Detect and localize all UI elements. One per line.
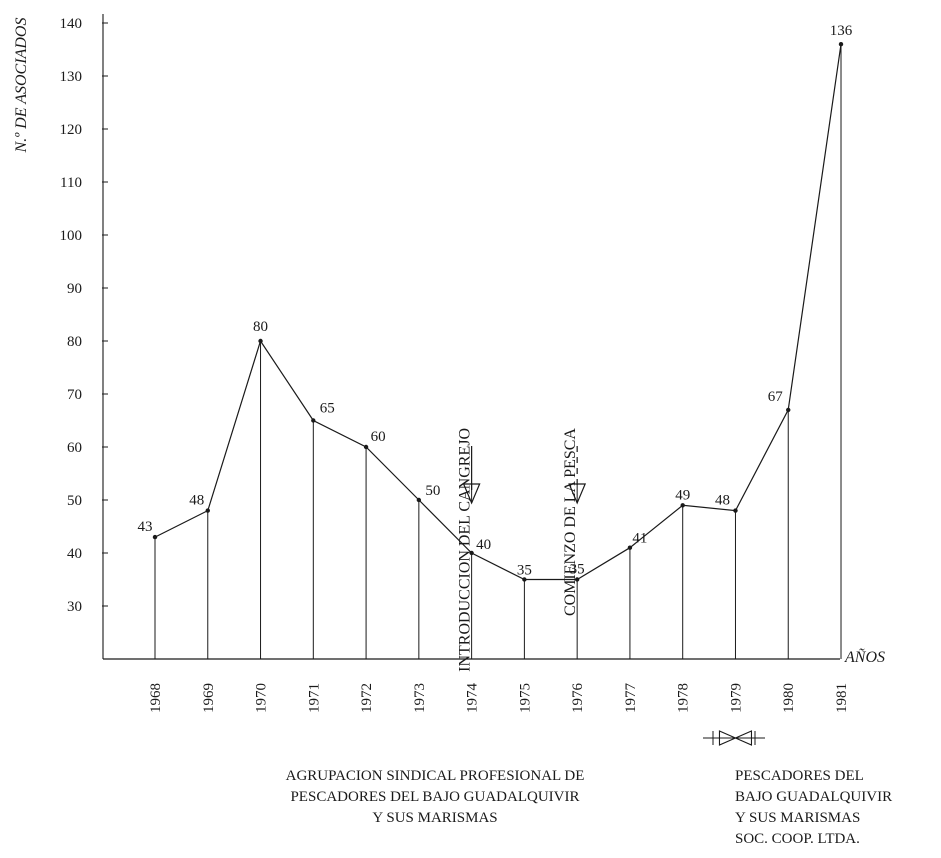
data-label: 48 [189, 493, 204, 509]
caption-left: AGRUPACION SINDICAL PROFESIONAL DE PESCA… [235, 766, 635, 829]
caption-right: PESCADORES DEL BAJO GUADALQUIVIR Y SUS M… [735, 766, 892, 850]
caption-left-line-3: Y SUS MARISMAS [372, 810, 498, 826]
data-point [574, 577, 580, 582]
data-point [152, 534, 158, 540]
x-tick-label: 1979 [728, 683, 744, 713]
data-point [627, 545, 633, 550]
data-point [311, 418, 316, 423]
y-tick-label: 130 [60, 69, 83, 85]
data-point [786, 407, 791, 413]
y-axis-title: N.º DE ASOCIADOS [13, 18, 30, 154]
x-ticks: 1968 1969 1970 1971 1972 1973 1974 1975 1976 1977… [148, 683, 850, 714]
series-line [154, 44, 842, 581]
x-tick-label: 1975 [517, 683, 533, 713]
y-tick-label: 80 [67, 334, 82, 350]
data-point [522, 577, 527, 582]
data-point [838, 42, 844, 47]
x-tick-label: 1976 [570, 683, 586, 714]
x-tick-label: 1981 [834, 683, 850, 713]
data-label: 67 [768, 389, 784, 405]
data-point [205, 508, 210, 513]
caption-left-line-1: AGRUPACION SINDICAL PROFESIONAL DE [285, 768, 585, 784]
data-label: 65 [320, 401, 335, 417]
caption-right-line-3: Y SUS MARISMAS [735, 810, 861, 826]
data-label: 80 [253, 319, 268, 335]
caption-right-line-2: BAJO GUADALQUIVIR [735, 789, 893, 805]
x-tick-label: 1968 [148, 683, 164, 713]
data-label: 48 [715, 493, 730, 509]
annotation-text: COMIENZO DE LA PESCA [562, 428, 579, 616]
x-tick-label: 1970 [254, 683, 270, 713]
data-point [258, 338, 263, 344]
transition-marker-icon [703, 730, 765, 746]
marker-left-triangle [718, 730, 737, 746]
caption-right-line-1: PESCADORES DEL [735, 768, 864, 784]
x-tick-label: 1971 [306, 683, 322, 713]
y-tick-label: 60 [67, 440, 82, 456]
annotations: INTRODUCCION DEL CANGREJO COMIENZO DE LA … [457, 428, 587, 672]
x-axis-title: AÑOS [844, 647, 885, 666]
data-label: 43 [138, 519, 153, 535]
data-point [469, 550, 474, 556]
vertical-drop-lines [154, 44, 842, 659]
caption-left-line-2: PESCADORES DEL BAJO GUADALQUIVIR [290, 789, 580, 805]
data-label: 49 [675, 487, 690, 503]
y-tick-label: 50 [67, 493, 82, 509]
data-label: 40 [476, 537, 491, 553]
x-tick-label: 1972 [359, 683, 375, 713]
y-tick-label: 110 [60, 175, 82, 191]
data-label: 35 [517, 563, 532, 579]
y-tick-label: 140 [60, 16, 83, 32]
y-tick-label: 30 [67, 599, 82, 615]
y-tick-label: 120 [60, 122, 83, 138]
data-point [416, 497, 422, 503]
data-points [152, 42, 844, 582]
y-tick-label: 100 [60, 228, 83, 244]
x-tick-label: 1969 [201, 683, 217, 713]
data-labels: 43 48 80 65 60 50 40 35 35 41 49 48 67 136 [138, 23, 853, 578]
marker-right-triangle [734, 730, 753, 746]
annotation-text: INTRODUCCION DEL CANGREJO [457, 428, 474, 672]
y-tick-label: 40 [67, 546, 82, 562]
y-ticks: 30 40 50 60 70 80 90 100 110 120 130 140 [60, 16, 108, 615]
data-label: 35 [570, 562, 585, 578]
x-tick-label: 1978 [676, 683, 692, 713]
data-point [733, 508, 738, 513]
series-line-group [154, 44, 842, 581]
x-tick-label: 1973 [412, 683, 428, 713]
x-tick-label: 1974 [465, 683, 481, 714]
x-tick-label: 1980 [781, 683, 797, 713]
data-point [363, 444, 369, 450]
data-label: 50 [425, 483, 440, 499]
caption-right-line-4: SOC. COOP. LTDA. [735, 831, 860, 847]
data-label: 60 [371, 429, 386, 445]
data-label: 41 [632, 531, 647, 547]
data-label: 136 [830, 23, 853, 39]
y-tick-label: 90 [67, 281, 82, 297]
data-point [680, 503, 685, 508]
y-tick-label: 70 [67, 387, 82, 403]
x-tick-label: 1977 [623, 683, 639, 714]
